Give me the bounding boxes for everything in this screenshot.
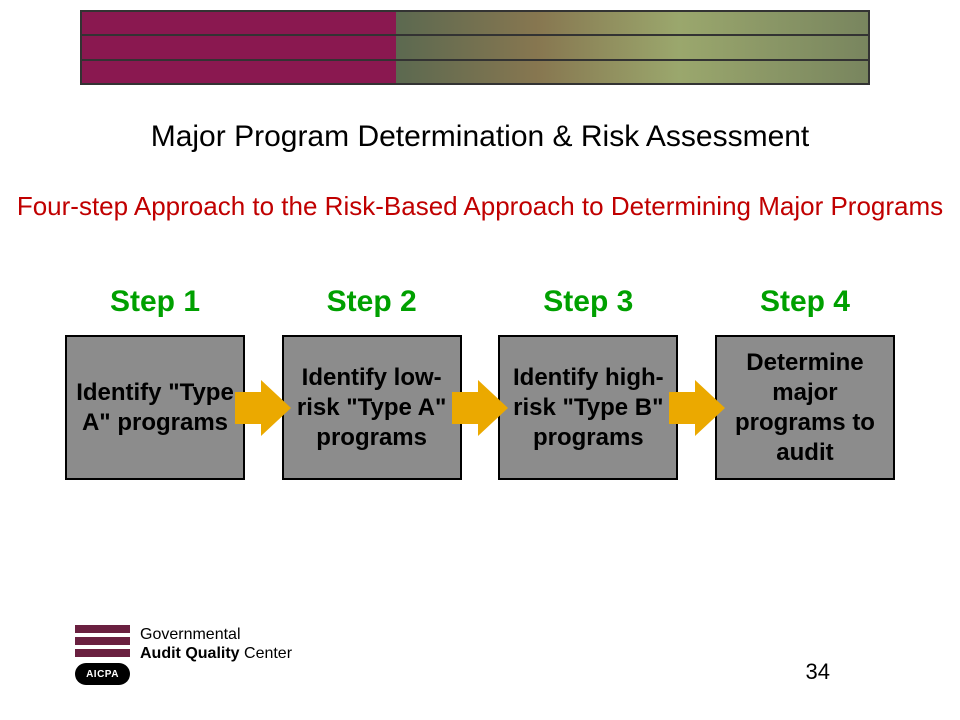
banner-row-right <box>396 36 868 58</box>
step-box-4: Determine major programs to audit <box>715 335 895 480</box>
logo-line2-rest: Center <box>240 645 292 662</box>
step-header-3: Step 3 <box>498 285 678 319</box>
banner-row-left <box>82 36 396 58</box>
banner-row <box>82 12 868 36</box>
step-box-3: Identify high-risk "Type B" programs <box>498 335 678 480</box>
banner-row <box>82 61 868 83</box>
main-title: Major Program Determination & Risk Asses… <box>0 120 960 154</box>
logo-line2-bold: Audit Quality <box>140 645 240 662</box>
logo-bars-icon <box>75 625 130 657</box>
step-box-1: Identify "Type A" programs <box>65 335 245 480</box>
step-header-4: Step 4 <box>715 285 895 319</box>
banner-row <box>82 36 868 60</box>
header-banner <box>80 10 870 85</box>
aicpa-badge: AICPA <box>75 663 130 685</box>
banner-row-right <box>396 12 868 34</box>
step-header-2: Step 2 <box>282 285 462 319</box>
page-number: 34 <box>806 659 830 685</box>
footer-logo: AICPA Governmental Audit Quality Center <box>75 625 292 685</box>
logo-line1: Governmental <box>140 626 241 643</box>
banner-row-left <box>82 61 396 83</box>
step-headers-row: Step 1 Step 2 Step 3 Step 4 <box>65 285 895 319</box>
banner-row-right <box>396 61 868 83</box>
logo-text: Governmental Audit Quality Center <box>140 625 292 663</box>
logo-mark: AICPA <box>75 625 130 685</box>
subtitle: Four-step Approach to the Risk-Based App… <box>0 190 960 224</box>
step-header-1: Step 1 <box>65 285 245 319</box>
step-boxes-row: Identify "Type A" programs Identify low-… <box>65 335 895 480</box>
banner-row-left <box>82 12 396 34</box>
step-box-2: Identify low-risk "Type A" programs <box>282 335 462 480</box>
